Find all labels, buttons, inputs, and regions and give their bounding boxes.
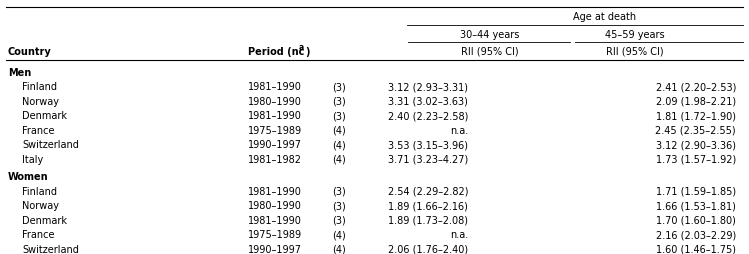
Text: 2.41 (2.20–2.53): 2.41 (2.20–2.53) bbox=[655, 82, 736, 92]
Text: n.a.: n.a. bbox=[449, 230, 468, 240]
Text: 2.54 (2.29–2.82): 2.54 (2.29–2.82) bbox=[387, 186, 468, 196]
Text: a: a bbox=[299, 43, 304, 52]
Text: (4): (4) bbox=[332, 230, 346, 240]
Text: 1981–1990: 1981–1990 bbox=[248, 111, 302, 121]
Text: Denmark: Denmark bbox=[22, 215, 67, 225]
Text: (3): (3) bbox=[332, 215, 346, 225]
Text: Age at death: Age at death bbox=[574, 12, 637, 22]
Text: 2.09 (1.98–2.21): 2.09 (1.98–2.21) bbox=[656, 97, 736, 107]
Text: 3.53 (3.15–3.96): 3.53 (3.15–3.96) bbox=[388, 140, 468, 150]
Text: Norway: Norway bbox=[22, 97, 59, 107]
Text: 30–44 years: 30–44 years bbox=[461, 30, 520, 40]
Text: RII (95% CI): RII (95% CI) bbox=[461, 47, 519, 57]
Text: 1.89 (1.66–2.16): 1.89 (1.66–2.16) bbox=[388, 201, 468, 211]
Text: 2.06 (1.76–2.40): 2.06 (1.76–2.40) bbox=[388, 244, 468, 254]
Text: n.a.: n.a. bbox=[449, 125, 468, 135]
Text: 1.73 (1.57–1.92): 1.73 (1.57–1.92) bbox=[656, 154, 736, 164]
Text: 1.66 (1.53–1.81): 1.66 (1.53–1.81) bbox=[656, 201, 736, 211]
Text: Norway: Norway bbox=[22, 201, 59, 211]
Text: (4): (4) bbox=[332, 140, 346, 150]
Text: 3.31 (3.02–3.63): 3.31 (3.02–3.63) bbox=[388, 97, 468, 107]
Text: 1.81 (1.72–1.90): 1.81 (1.72–1.90) bbox=[656, 111, 736, 121]
Text: 1990–1997: 1990–1997 bbox=[248, 244, 302, 254]
Text: 1.70 (1.60–1.80): 1.70 (1.60–1.80) bbox=[656, 215, 736, 225]
Text: Finland: Finland bbox=[22, 82, 57, 92]
Text: 1975–1989: 1975–1989 bbox=[248, 230, 302, 240]
Text: 1981–1990: 1981–1990 bbox=[248, 215, 302, 225]
Text: 2.40 (2.23–2.58): 2.40 (2.23–2.58) bbox=[388, 111, 468, 121]
Text: Men: Men bbox=[8, 68, 31, 78]
Text: Denmark: Denmark bbox=[22, 111, 67, 121]
Text: RII (95% CI): RII (95% CI) bbox=[606, 47, 664, 57]
Text: 1980–1990: 1980–1990 bbox=[248, 97, 302, 107]
Text: 1981–1990: 1981–1990 bbox=[248, 186, 302, 196]
Text: (3): (3) bbox=[332, 82, 346, 92]
Text: 1981–1982: 1981–1982 bbox=[248, 154, 302, 164]
Text: Switzerland: Switzerland bbox=[22, 140, 79, 150]
Text: France: France bbox=[22, 125, 55, 135]
Text: Country: Country bbox=[8, 47, 52, 57]
Text: (4): (4) bbox=[332, 154, 346, 164]
Text: 1.60 (1.46–1.75): 1.60 (1.46–1.75) bbox=[656, 244, 736, 254]
Text: Switzerland: Switzerland bbox=[22, 244, 79, 254]
Text: 1975–1989: 1975–1989 bbox=[248, 125, 302, 135]
Text: (3): (3) bbox=[332, 201, 346, 211]
Text: Italy: Italy bbox=[22, 154, 43, 164]
Text: 3.12 (2.93–3.31): 3.12 (2.93–3.31) bbox=[388, 82, 468, 92]
Text: 1990–1997: 1990–1997 bbox=[248, 140, 302, 150]
Text: 1981–1990: 1981–1990 bbox=[248, 82, 302, 92]
Text: 45–59 years: 45–59 years bbox=[605, 30, 665, 40]
Text: (4): (4) bbox=[332, 125, 346, 135]
Text: (3): (3) bbox=[332, 186, 346, 196]
Text: 1.71 (1.59–1.85): 1.71 (1.59–1.85) bbox=[656, 186, 736, 196]
Text: France: France bbox=[22, 230, 55, 240]
Text: (3): (3) bbox=[332, 111, 346, 121]
Text: 3.71 (3.23–4.27): 3.71 (3.23–4.27) bbox=[388, 154, 468, 164]
Text: Finland: Finland bbox=[22, 186, 57, 196]
Text: (3): (3) bbox=[332, 97, 346, 107]
Text: 2.45 (2.35–2.55): 2.45 (2.35–2.55) bbox=[655, 125, 736, 135]
Text: Women: Women bbox=[8, 172, 49, 182]
Text: (4): (4) bbox=[332, 244, 346, 254]
Text: 1980–1990: 1980–1990 bbox=[248, 201, 302, 211]
Text: ): ) bbox=[305, 47, 309, 57]
Text: 2.16 (2.03–2.29): 2.16 (2.03–2.29) bbox=[656, 230, 736, 240]
Text: 3.12 (2.90–3.36): 3.12 (2.90–3.36) bbox=[656, 140, 736, 150]
Text: 1.89 (1.73–2.08): 1.89 (1.73–2.08) bbox=[388, 215, 468, 225]
Text: Period (nc: Period (nc bbox=[248, 47, 304, 57]
